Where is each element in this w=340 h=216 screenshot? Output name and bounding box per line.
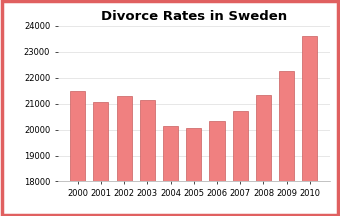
Bar (256, 95, 271, 216)
Bar (163, 126, 178, 216)
Bar (70, 91, 85, 216)
Bar (140, 100, 155, 216)
Bar (233, 111, 248, 216)
Bar (302, 36, 318, 216)
Bar (279, 71, 294, 216)
Bar (117, 96, 132, 216)
Bar (94, 102, 108, 216)
Bar (186, 128, 201, 216)
Bar (209, 121, 224, 216)
Title: Divorce Rates in Sweden: Divorce Rates in Sweden (101, 10, 287, 23)
